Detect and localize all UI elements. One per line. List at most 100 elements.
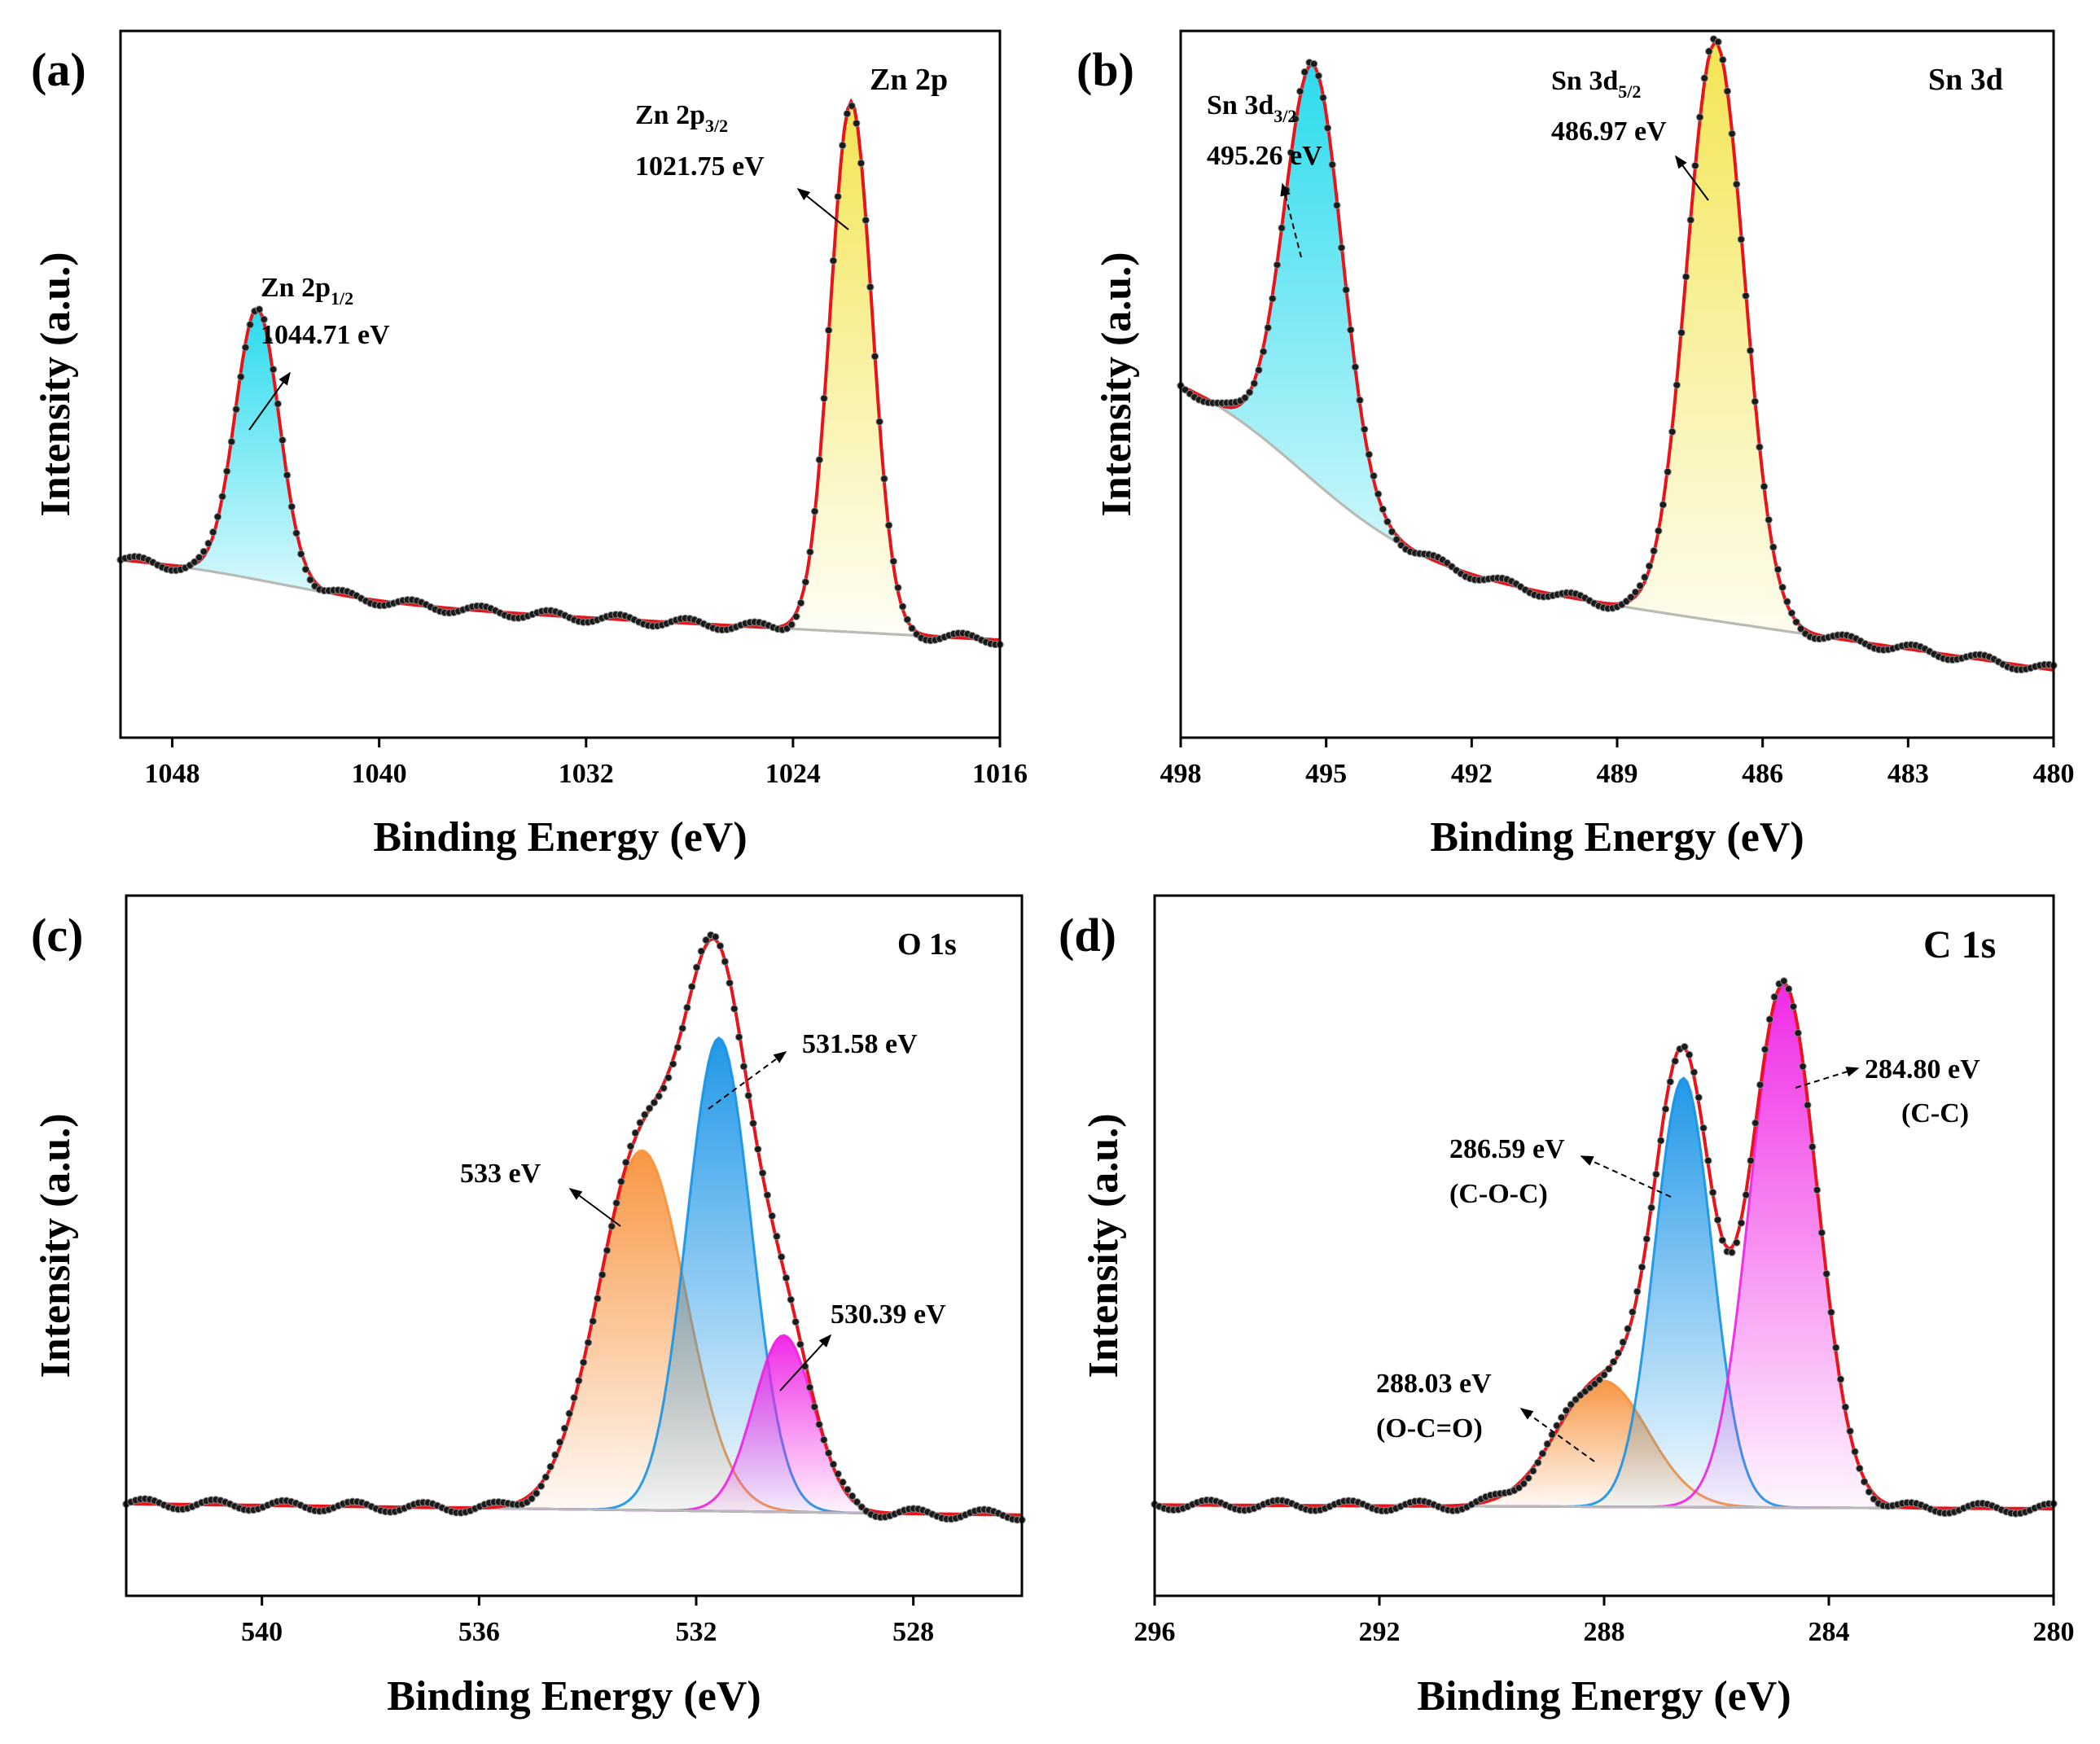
panel-d-data-point (1572, 1396, 1580, 1404)
panel-b-xtick-label: 480 (2033, 759, 2075, 789)
panel-b-data-point (1650, 546, 1658, 555)
panel-d-data-point (1524, 1474, 1532, 1483)
panel-c-data-point (716, 942, 725, 950)
panel-d-data-point (1609, 1357, 1618, 1366)
panel-a-data-point (301, 565, 310, 573)
panel-d-peak1-arrow (1519, 1408, 1595, 1462)
panel-a-data-point (908, 624, 916, 633)
panel-a-peak2-energy: 1021.75 eV (635, 151, 765, 182)
panel-c-data-point (660, 1084, 668, 1093)
panel-c-plot (122, 931, 1026, 1524)
panel-d-data-point (1856, 1464, 1864, 1473)
panel-d-region-label: C 1s (1923, 923, 1996, 966)
panel-a-peak1-energy: 1044.71 eV (261, 320, 390, 350)
panel-d-data-point (1851, 1448, 1859, 1456)
panel-a-data-point (269, 366, 278, 374)
panel-b-data-point (1695, 113, 1704, 121)
panel-c-data-point (537, 1482, 546, 1490)
panel-d-data-point (1808, 1142, 1817, 1151)
panel-d-data-point (1694, 1093, 1703, 1102)
panel-c-data-point (697, 947, 705, 956)
panel-c-data-point (570, 1394, 578, 1402)
panel-d-data-point (1685, 1050, 1694, 1059)
panel-d-peak2-energy: 286.59 eV (1449, 1134, 1565, 1164)
panel-c-data-point (853, 1498, 861, 1506)
panel-c-data-point (551, 1451, 559, 1459)
panel-a-data-point (237, 373, 245, 381)
panel-b-peak1-energy: 495.26 eV (1207, 141, 1322, 171)
panel-a-data-point (274, 400, 282, 408)
panel-a-xtick-label: 1032 (559, 759, 614, 789)
panel-c-data-point (598, 1270, 607, 1279)
panel-c-region-label: O 1s (897, 927, 957, 962)
panel-b-data-point (1379, 505, 1388, 514)
panel-d-data-point (1657, 1137, 1665, 1145)
panel-c-data-point (584, 1339, 593, 1347)
panel-d-peak2-arrow (1580, 1155, 1672, 1198)
panel-a-data-point (213, 513, 222, 521)
panel-d-data-point (1553, 1422, 1561, 1430)
panel-c-data-point (669, 1060, 677, 1068)
panel-c-data-point (589, 1317, 597, 1326)
panel-d-data-point (1605, 1365, 1613, 1374)
panel-a-data-point (796, 598, 805, 607)
panel-a-peak1-arrow (248, 371, 291, 431)
panel-d-data-point (1647, 1203, 1655, 1212)
panel-b-data-point (1673, 381, 1681, 389)
panel-d-data-point (1742, 1190, 1751, 1199)
panel-c-data-point (791, 1317, 800, 1326)
panel-d-data-point (1614, 1349, 1623, 1357)
panel-c-data-point (782, 1273, 791, 1282)
panel-c-ylabel: Intensity (a.u.) (33, 1113, 79, 1378)
panel-b-peak1-name: Sn 3d3/2 (1207, 90, 1296, 126)
panel-b-data-point (1269, 295, 1277, 303)
panel-a-data-point (843, 109, 852, 118)
panel-d-data-point (1600, 1370, 1608, 1379)
panel-d-data-point (1817, 1229, 1826, 1237)
panel-b-data-point (1719, 55, 1727, 64)
panel-c-data-point (533, 1489, 541, 1497)
panel-a-data-point (870, 353, 879, 361)
panel-a-xticks: 1048 1040 1032 1024 1016 (145, 738, 1028, 789)
panel-d-data-point (1846, 1427, 1854, 1435)
panel-b-region-label: Sn 3d (1928, 63, 2003, 97)
panel-a-data-point (853, 119, 861, 128)
panel-a-region-label: Zn 2p (870, 63, 948, 97)
panel-a-xtick-label: 1040 (352, 759, 407, 789)
panel-d-data-point (1708, 1188, 1717, 1197)
panel-b-data-point (1686, 216, 1695, 224)
panel-d-data-point (1841, 1403, 1850, 1411)
panel-b-data-point (1691, 161, 1699, 170)
panel-d-data-point (1595, 1375, 1603, 1384)
panel-d-data-point (1813, 1185, 1822, 1194)
panel-c-data-point (702, 936, 710, 944)
panel-d-data-point (1699, 1124, 1708, 1133)
panel-a-letter: (a) (31, 43, 86, 96)
panel-b-data-point (1392, 535, 1401, 544)
panel-c-data-point (796, 1340, 804, 1348)
panel-d-data-point (1629, 1308, 1637, 1317)
panel-a-peak1-sub: 1/2 (331, 288, 353, 309)
panel-c-data-point (829, 1460, 838, 1469)
panel-d-data-point (1865, 1488, 1874, 1496)
panel-a-data-point (889, 557, 898, 566)
panel-c-peak2-arrow (708, 1051, 787, 1110)
panel-b-data-point (1705, 47, 1713, 55)
panel-a-data-point (255, 305, 264, 313)
panel-c-data-point (834, 1470, 842, 1479)
panel-b-data-point (1733, 180, 1741, 189)
panel-b-peak2-sub: 5/2 (1618, 81, 1641, 102)
panel-d-data-point (1765, 1015, 1774, 1023)
panel-b-data-point (1783, 598, 1791, 606)
panel-a: (a) Zn 2p Binding Energy (eV) Intensity … (31, 29, 1028, 861)
panel-d-data-point (1804, 1101, 1812, 1109)
panel-a-peak2-sub: 3/2 (705, 116, 728, 136)
panel-d-peak3-bond: (C-C) (1901, 1098, 1969, 1128)
panel-a-data-point (898, 603, 907, 611)
panel-b-data-point (1641, 573, 1649, 581)
panel-b-data-point (1714, 37, 1722, 46)
panel-a-data-point (191, 558, 199, 566)
panel-b-data-point (1645, 562, 1654, 570)
panel-c-peak3-energy: 530.39 eV (831, 1299, 946, 1330)
